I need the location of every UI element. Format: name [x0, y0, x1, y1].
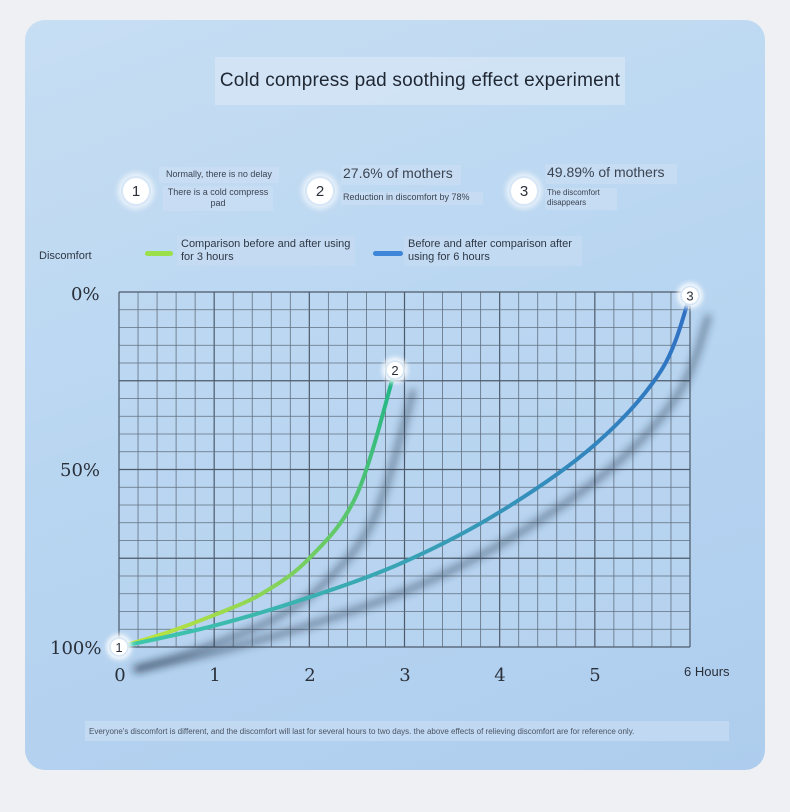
note-3-number: 3 — [519, 182, 529, 200]
series-2-line — [117, 293, 692, 649]
marker-series-2-end: 3 — [677, 282, 703, 309]
x-tick-0: 0 — [114, 665, 126, 686]
legend-series1-label: Comparison before and after using for 3 … — [177, 236, 355, 266]
note-1-line2: There is a cold compress pad — [163, 186, 273, 211]
infographic-card: Cold compress pad soothing effect experi… — [25, 20, 765, 770]
y-axis-label: Discomfort — [39, 250, 92, 262]
marker-series-1-end: 2 — [381, 357, 408, 384]
grid — [118, 291, 691, 648]
x-tick-2: 2 — [304, 665, 316, 686]
y-tick-0: 0% — [71, 284, 100, 305]
x-tick-3: 3 — [399, 665, 411, 686]
note-2-badge: 2 — [305, 176, 335, 206]
note-2-line1: 27.6% of mothers — [341, 165, 461, 185]
legend-series1-swatch — [145, 251, 173, 256]
note-3-line1: 49.89% of mothers — [545, 164, 677, 184]
marker-start: 1 — [106, 634, 132, 660]
note-2-line2: Reduction in discomfort by 78% — [341, 192, 483, 205]
note-1-number: 1 — [131, 182, 141, 200]
series-1-shadow — [133, 388, 417, 673]
note-3-line2: The discomfort disappears — [545, 188, 617, 210]
y-tick-100: 100% — [50, 638, 102, 659]
legend-series2-swatch — [373, 251, 403, 256]
legend-series2-label: Before and after comparison after using … — [404, 236, 582, 266]
x-tick-1: 1 — [209, 665, 221, 686]
note-1-badge: 1 — [121, 176, 151, 206]
svg-text:1: 1 — [115, 640, 122, 655]
x-tick-6-hours: 6 Hours — [684, 664, 730, 679]
svg-text:2: 2 — [391, 363, 398, 378]
chart-svg: 1 2 3 — [106, 282, 712, 673]
svg-text:3: 3 — [686, 289, 693, 304]
note-3-badge: 3 — [509, 176, 539, 206]
y-tick-50: 50% — [60, 460, 101, 481]
x-tick-5: 5 — [589, 665, 601, 686]
page-title: Cold compress pad soothing effect experi… — [215, 57, 625, 105]
x-tick-4: 4 — [494, 665, 506, 686]
footnote: Everyone's discomfort is different, and … — [85, 721, 729, 741]
note-2-number: 2 — [315, 182, 325, 200]
series-1-line — [117, 368, 397, 649]
note-1-line1: Normally, there is no delay — [159, 167, 279, 183]
series-2-shadow — [133, 314, 712, 673]
